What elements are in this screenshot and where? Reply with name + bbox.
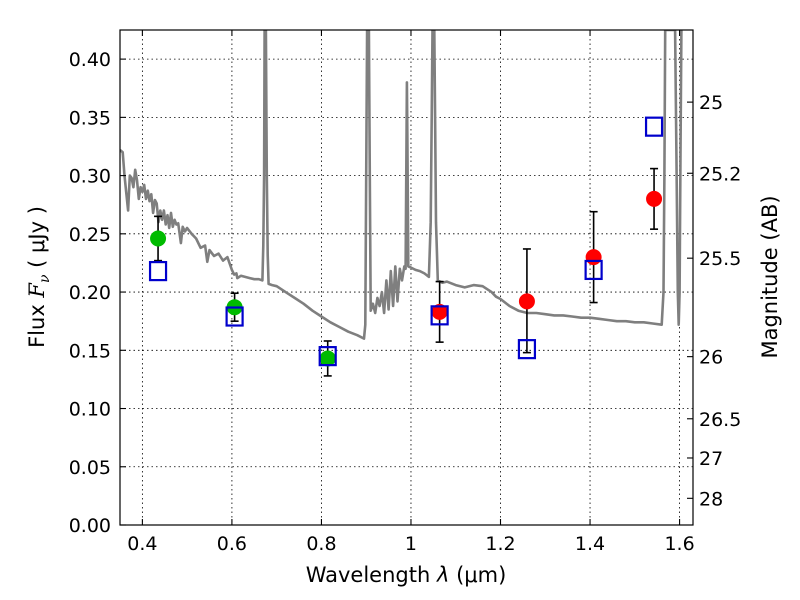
- x-axis-label: Wavelength λ (μm): [306, 563, 507, 587]
- data-point: [646, 190, 663, 207]
- data-point: [150, 230, 167, 247]
- x-tick-label: 0.6: [217, 533, 247, 555]
- data-point: [518, 293, 535, 310]
- y-tick-label: 0.00: [69, 515, 111, 537]
- model-spectrum: [120, 30, 683, 340]
- y-axis-label-symbol: F: [25, 282, 49, 299]
- y2-tick-label: 27: [699, 448, 723, 470]
- model-point: [225, 306, 244, 327]
- y-tick-label: 0.30: [69, 166, 111, 188]
- model-point: [148, 260, 168, 282]
- y2-tick-label: 25: [699, 92, 723, 114]
- x-tick-label: 0.4: [127, 533, 157, 555]
- y-axis-label-unit: ( μJy ): [25, 206, 49, 274]
- y2-tick-label: 28: [699, 488, 723, 510]
- x-tick-label: 1.6: [664, 533, 694, 555]
- y-tick-label: 0.05: [69, 457, 111, 479]
- data-point: [319, 350, 336, 367]
- model-spectrum-line: [120, 30, 683, 340]
- y2-tick-label: 25.5: [699, 248, 741, 270]
- y-tick-label: 0.10: [69, 399, 111, 421]
- model-point: [644, 116, 664, 137]
- y2-tick-label: 26.5: [699, 409, 741, 431]
- y-tick-label: 0.25: [69, 224, 111, 246]
- y-axis-label-text: Flux: [25, 298, 49, 348]
- x-tick-label: 1.2: [485, 533, 515, 555]
- y2-tick-label: 26: [699, 347, 723, 369]
- y-tick-label: 0.40: [69, 49, 111, 71]
- y-axis-label-subscript: ν: [37, 274, 53, 283]
- model-point: [584, 259, 603, 281]
- y-axis-label: Flux Fν ( μJy ): [25, 206, 53, 348]
- plot-frame: [119, 29, 694, 526]
- x-axis-label-text: Wavelength: [306, 563, 437, 587]
- y2-tick-label: 25.2: [699, 163, 741, 185]
- model-point: [430, 305, 449, 326]
- y-tick-label: 0.35: [69, 107, 111, 129]
- data-point: [585, 249, 602, 266]
- y2-axis-label: Magnitude (AB): [758, 195, 782, 358]
- x-tick-label: 1: [405, 533, 417, 555]
- model-point: [318, 346, 337, 367]
- x-tick-label: 1.4: [575, 533, 605, 555]
- y-tick-label: 0.20: [69, 282, 111, 304]
- axes: 0.4 0.6 0.8 1 1.2 1.4 1.6 0.00 0.05 0.10 0.15 0.20 0…: [69, 29, 741, 555]
- model-point: [517, 339, 537, 360]
- photometry-markers: [148, 116, 664, 377]
- x-tick-label: 0.8: [306, 533, 336, 555]
- y-tick-label: 0.15: [69, 340, 111, 362]
- x-axis-label-symbol: λ: [436, 563, 449, 587]
- x-axis-label-unit: (μm): [449, 563, 506, 587]
